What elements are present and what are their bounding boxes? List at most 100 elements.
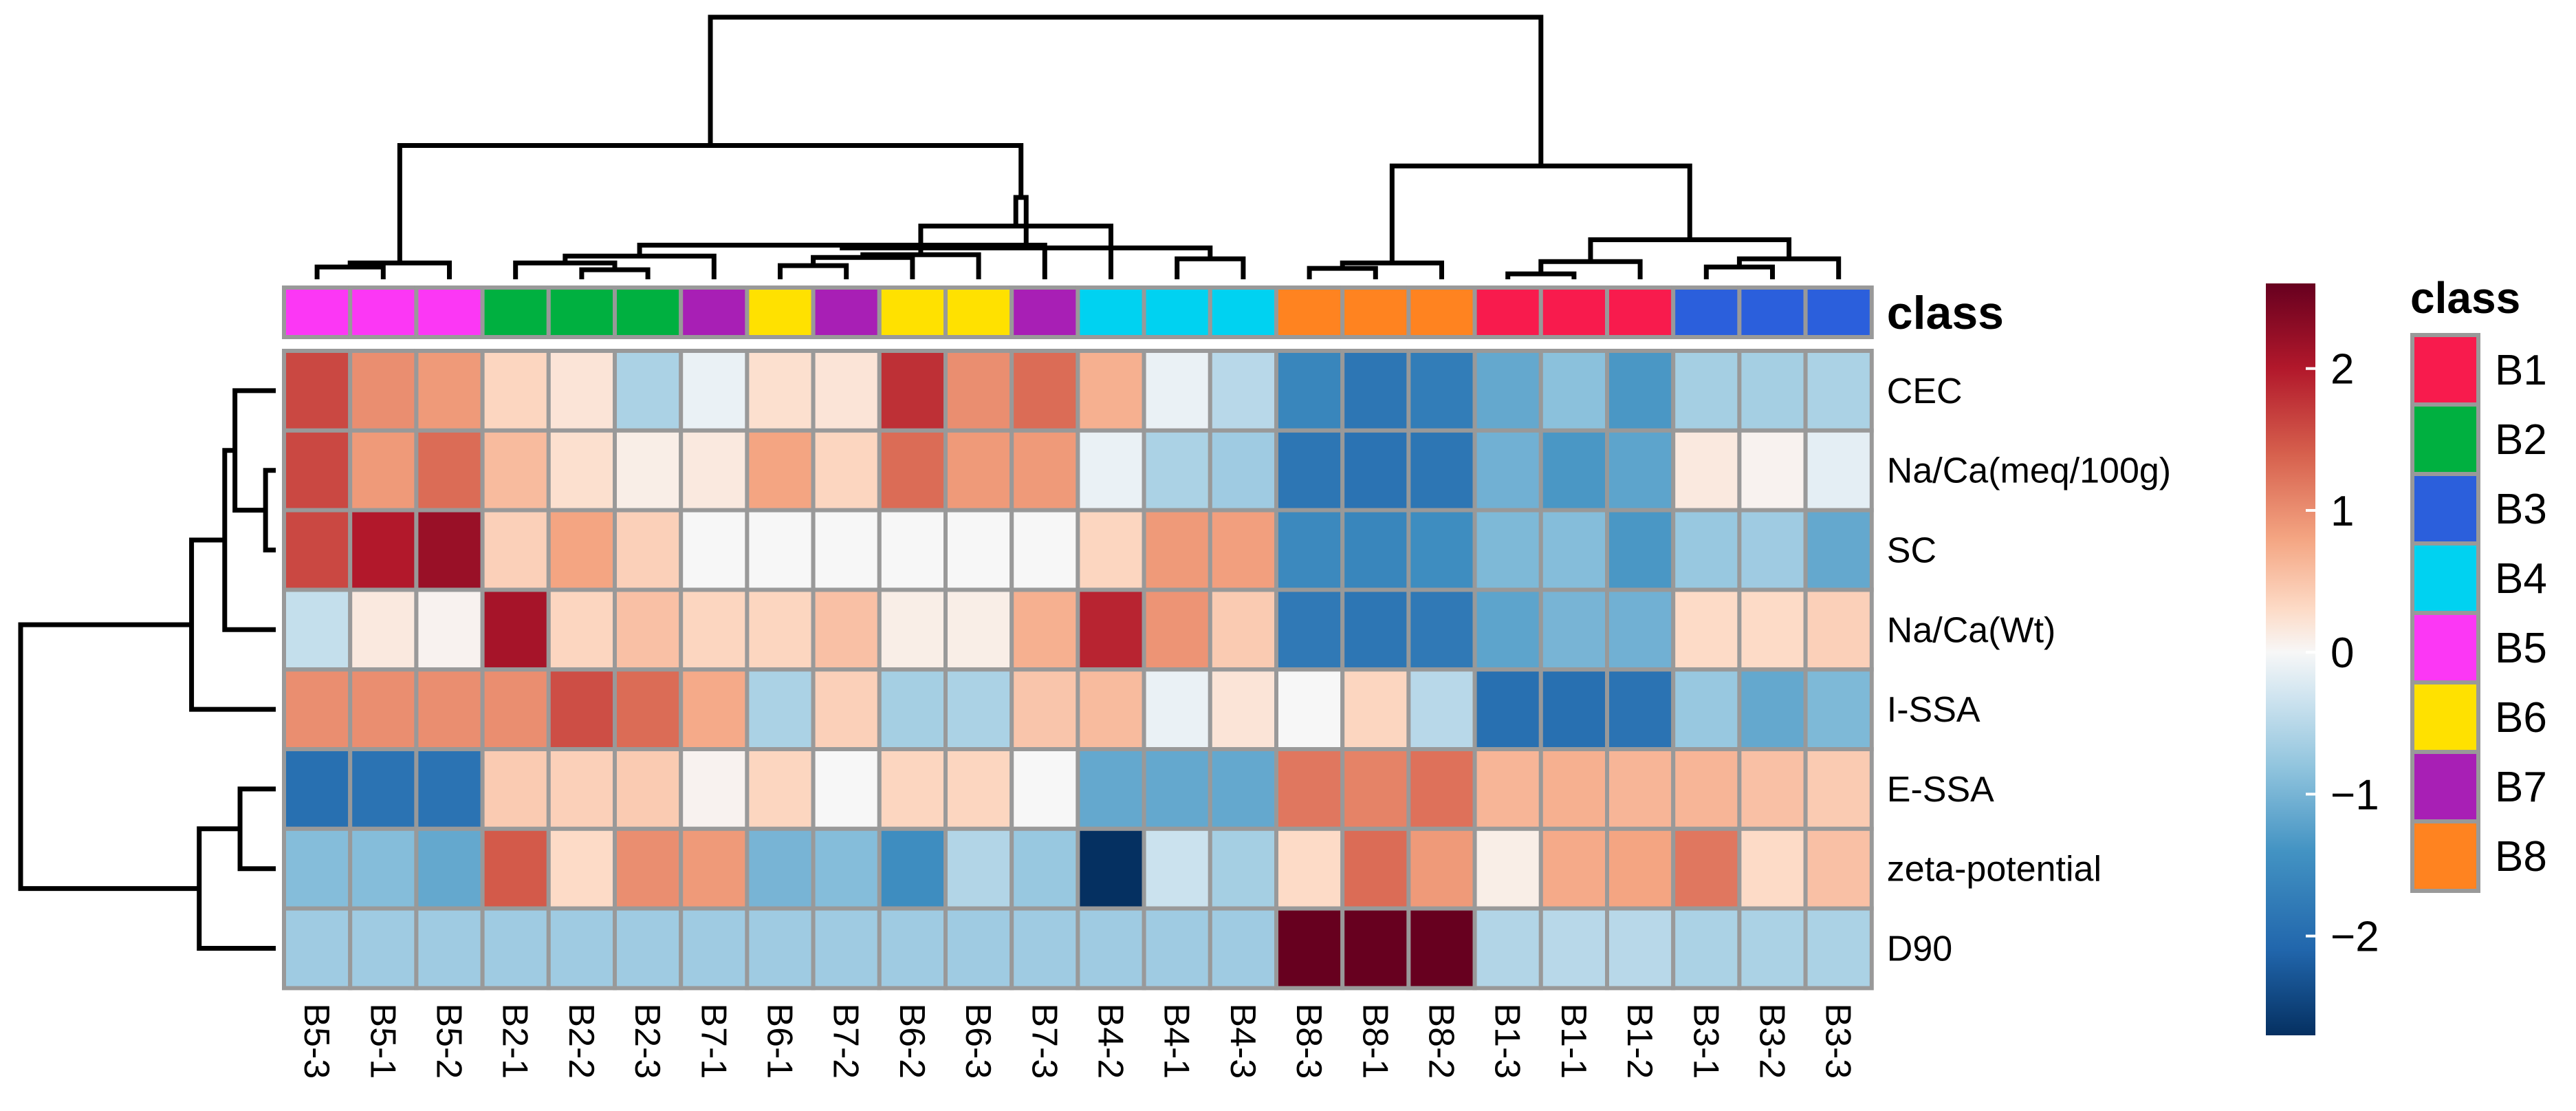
heatmap-cell [1605, 826, 1676, 911]
column-label: B1-2 [1619, 1003, 1659, 1079]
heatmap-cell [943, 587, 1014, 672]
dendrogram-branch [563, 253, 717, 279]
heatmap-cell [1605, 428, 1676, 513]
heatmap-cell [1076, 667, 1146, 752]
annotation-cell [1472, 285, 1543, 339]
heatmap-cell [1274, 906, 1345, 991]
column-label: B6-2 [892, 1003, 932, 1079]
annotation-cell [1340, 285, 1411, 339]
heatmap-cell [1538, 508, 1610, 592]
heatmap-cell [1340, 826, 1411, 911]
color-scale-tick-label: 0 [2331, 629, 2354, 677]
column-label: B1-3 [1487, 1003, 1527, 1079]
column-label: B5-1 [362, 1003, 402, 1079]
heatmap-cell [613, 508, 684, 592]
heatmap-cell [414, 747, 485, 831]
heatmap-cell [1472, 667, 1543, 752]
heatmap-cell [613, 747, 684, 831]
annotation-title: class [1887, 287, 2004, 339]
row-label: Na/Ca(meq/100g) [1887, 451, 2171, 491]
heatmap-cell [1076, 747, 1146, 831]
heatmap-cell [943, 667, 1014, 752]
heatmap-cell [1009, 906, 1080, 991]
heatmap-cell [480, 508, 551, 592]
heatmap-cell [348, 747, 419, 831]
heatmap-cells [282, 349, 1874, 991]
heatmap-cell [1142, 906, 1212, 991]
heatmap-cell [613, 587, 684, 672]
class-legend: class B1 B2 B3 B4 B5 B6 B7 B8 [2410, 273, 2547, 893]
heatmap-cell [1274, 826, 1345, 911]
heatmap-cell [811, 508, 882, 592]
annotation-cell [811, 285, 882, 339]
heatmap-cell [348, 906, 419, 991]
heatmap-cell [1605, 747, 1676, 831]
heatmap-cell [1406, 826, 1477, 911]
heatmap-cell [1406, 906, 1477, 991]
heatmap-cell [1274, 428, 1345, 513]
heatmap-cell [1009, 667, 1080, 752]
heatmap-cell [1406, 747, 1477, 831]
class-legend-label: B4 [2495, 555, 2547, 603]
heatmap-cell [1142, 349, 1212, 433]
heatmap-cell [679, 826, 750, 911]
heatmap-cell [811, 349, 882, 433]
column-label: B2-2 [561, 1003, 601, 1079]
heatmap-cell [1605, 508, 1676, 592]
heatmap-cell [679, 508, 750, 592]
heatmap-cell [1803, 826, 1874, 911]
class-legend-swatch [2410, 541, 2480, 615]
heatmap-cell [1538, 587, 1610, 672]
heatmap-cell [546, 587, 617, 672]
heatmap-cell [943, 428, 1014, 513]
heatmap-cell [1009, 428, 1080, 513]
heatmap-cell [1274, 508, 1345, 592]
class-legend-label: B7 [2495, 764, 2547, 811]
heatmap-cell [943, 826, 1014, 911]
heatmap-cell [1472, 508, 1543, 592]
heatmap-cell [1538, 667, 1610, 752]
dendrogram-branch [513, 260, 618, 279]
heatmap-cell [877, 667, 948, 752]
heatmap-cell [1803, 508, 1874, 592]
heatmap-cell [1009, 747, 1080, 831]
heatmap-cell [282, 906, 353, 991]
heatmap-cell [1803, 428, 1874, 513]
heatmap-cell [1208, 428, 1279, 513]
heatmap-cell [480, 747, 551, 831]
heatmap-cell [348, 667, 419, 752]
heatmap-cell [546, 349, 617, 433]
heatmap-cell [1472, 349, 1543, 433]
heatmap-cell [480, 826, 551, 911]
annotation-cell [348, 285, 419, 339]
row-label: I-SSA [1887, 690, 1980, 730]
heatmap-cell [1009, 508, 1080, 592]
heatmap-cell [1737, 587, 1808, 672]
heatmap-cell [546, 747, 617, 831]
annotation-cell [414, 285, 485, 339]
heatmap-cell [1737, 428, 1808, 513]
heatmap-cell [1009, 587, 1080, 672]
heatmap-cell [282, 667, 353, 752]
heatmap-cell [1208, 747, 1279, 831]
heatmap-cell [1671, 587, 1742, 672]
heatmap-cell [1737, 826, 1808, 911]
heatmap-cell [679, 428, 750, 513]
heatmap-cell [1538, 826, 1610, 911]
heatmap-cell [480, 667, 551, 752]
heatmap-cell [1803, 906, 1874, 991]
heatmap-cell [546, 667, 617, 752]
column-label: B7-1 [693, 1003, 733, 1079]
heatmap-cell [348, 587, 419, 672]
heatmap-cell [1671, 508, 1742, 592]
annotation-cell [943, 285, 1014, 339]
heatmap-cell [877, 587, 948, 672]
heatmap-cell [1142, 428, 1212, 513]
heatmap-cell [480, 428, 551, 513]
heatmap-cell [811, 747, 882, 831]
heatmap-cell [613, 667, 684, 752]
heatmap-cell [480, 587, 551, 672]
heatmap-cell [414, 349, 485, 433]
heatmap-cell [745, 508, 816, 592]
